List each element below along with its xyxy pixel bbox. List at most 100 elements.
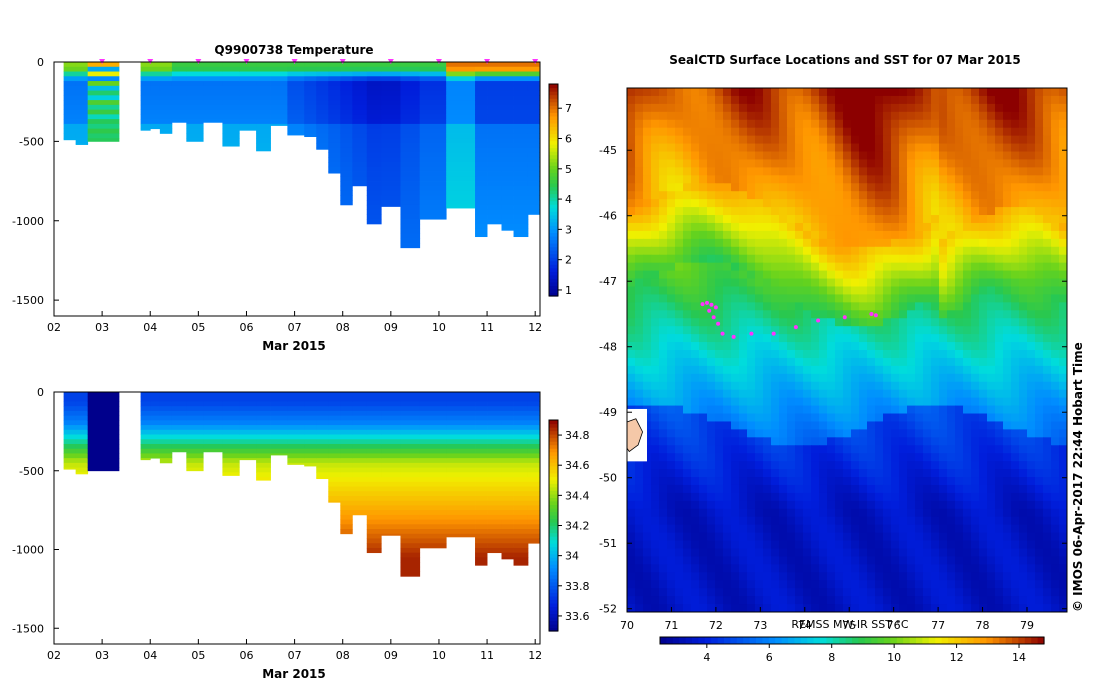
sst-cell	[875, 365, 884, 375]
sst-cell	[731, 143, 740, 153]
sst-cell	[715, 453, 724, 462]
sst-cell	[899, 405, 908, 415]
sst-cell	[955, 238, 964, 248]
section-cell	[513, 223, 529, 230]
sst-cell	[947, 270, 956, 280]
sst-cell	[1051, 469, 1060, 478]
sst-cell	[915, 421, 924, 430]
section-cell	[446, 100, 476, 106]
sst-cell	[683, 318, 692, 327]
section-cell	[381, 204, 401, 207]
sst-cell	[1043, 540, 1052, 549]
sst-cell	[747, 461, 756, 470]
section-cell	[400, 392, 421, 398]
section-cell	[419, 152, 447, 158]
sst-cell	[827, 310, 836, 319]
sst-cell	[891, 246, 900, 256]
section-cell	[316, 62, 329, 68]
section-cell	[87, 90, 120, 96]
sst-cell	[907, 373, 916, 383]
sst-cell	[683, 548, 692, 557]
section-cell	[475, 557, 488, 563]
sst-cell	[667, 207, 676, 216]
section-cell	[446, 162, 476, 168]
section-cell	[304, 401, 317, 407]
sst-cell	[691, 381, 700, 391]
sst-cell	[715, 175, 724, 184]
section-cell	[304, 443, 317, 450]
sst-cell	[971, 310, 980, 319]
section-cell	[400, 529, 421, 535]
sst-cell	[691, 437, 700, 446]
sst-cell	[659, 207, 668, 216]
sst-cell	[891, 207, 900, 216]
section-cell	[150, 425, 161, 431]
sst-cell	[899, 484, 908, 494]
sst-cell	[1051, 215, 1060, 224]
section-cell	[419, 104, 447, 111]
sst-cell	[659, 516, 668, 526]
section-cell	[366, 477, 382, 483]
sst-cell	[643, 556, 652, 565]
sst-cell	[763, 278, 772, 287]
sst-cell	[1011, 445, 1020, 454]
sst-cell	[747, 564, 756, 573]
sst-cell	[875, 238, 884, 248]
section-cell	[400, 410, 421, 417]
sst-cell	[811, 127, 820, 137]
sst-cell	[715, 508, 724, 518]
sst-cell	[803, 103, 812, 113]
sst-cell	[723, 540, 732, 549]
sst-cell	[907, 532, 916, 542]
section-cell	[150, 71, 161, 77]
sst-cell	[843, 246, 852, 256]
section-cell	[400, 81, 421, 87]
sst-cell	[763, 437, 772, 446]
section-cell	[75, 62, 89, 68]
y-tick-label: -1500	[12, 622, 44, 635]
colorbar-swatch	[549, 260, 558, 265]
sst-cell	[899, 246, 908, 256]
sst-cell	[1051, 350, 1060, 359]
sst-cell	[803, 183, 812, 192]
section-cell	[287, 81, 305, 87]
sst-cell	[963, 278, 972, 287]
sst-cell	[659, 540, 668, 549]
sst-cell	[1019, 342, 1028, 351]
sst-cell	[1035, 230, 1044, 240]
sst-cell	[651, 516, 660, 526]
sst-cell	[667, 524, 676, 534]
sst-cell	[675, 159, 684, 168]
sst-cell	[939, 381, 948, 391]
sst-cell	[771, 556, 780, 565]
sst-cell	[803, 484, 812, 494]
sst-cell	[883, 564, 892, 573]
sst-cell	[915, 183, 924, 192]
sst-cell	[835, 175, 844, 184]
section-cell	[304, 95, 317, 101]
section-cell	[513, 66, 529, 72]
sst-cell	[899, 564, 908, 573]
sst-cell	[771, 127, 780, 137]
sst-cell	[987, 381, 996, 391]
sst-cell	[771, 326, 780, 335]
sst-cell	[627, 556, 636, 565]
section-cell	[513, 434, 529, 440]
sst-cell	[763, 318, 772, 327]
section-cell	[171, 396, 187, 402]
section-cell	[527, 166, 540, 172]
sst-cell	[659, 119, 668, 129]
sst-cell	[891, 230, 900, 240]
section-cell	[419, 505, 447, 511]
sst-cell	[1019, 421, 1028, 430]
section-cell	[256, 453, 271, 459]
sst-cell	[1059, 246, 1068, 256]
sst-cell	[1003, 477, 1012, 486]
section-cell	[270, 109, 288, 115]
section-cell	[75, 109, 89, 115]
section-cell	[352, 147, 368, 153]
sst-cell	[923, 167, 932, 176]
sst-cell	[811, 548, 820, 557]
sst-cell	[979, 572, 988, 581]
section-cell	[159, 66, 173, 72]
